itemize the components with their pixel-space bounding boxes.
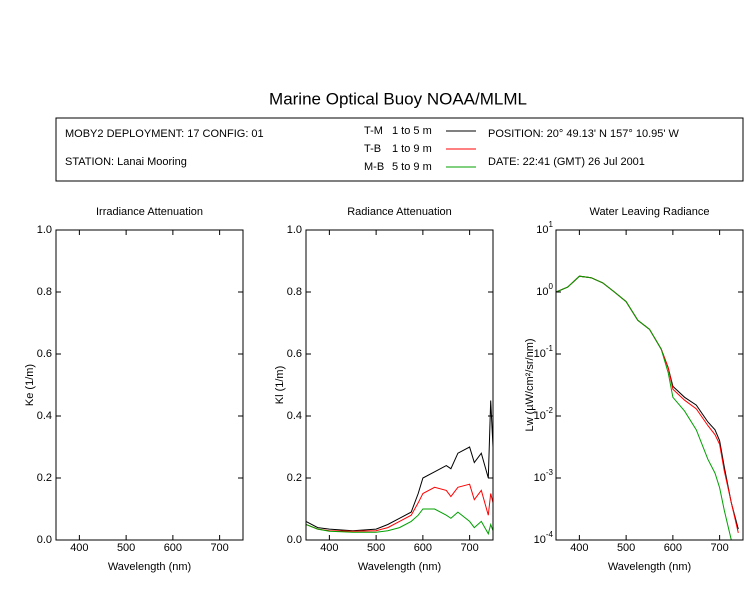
- y-axis-label: Kl (1/m): [274, 366, 286, 405]
- station: STATION: Lanai Mooring: [65, 156, 187, 168]
- info-box: [55, 117, 744, 182]
- plot-frame: [555, 229, 744, 541]
- y-tick-label: 0.8: [37, 286, 52, 298]
- y-tick-exponent: 1: [549, 220, 554, 229]
- y-tick-label: 0.2: [37, 472, 52, 484]
- x-axis-label: Wavelength (nm): [358, 561, 441, 573]
- y-tick-label: 10-2: [534, 406, 554, 422]
- y-tick-exponent: 0: [549, 282, 554, 291]
- position: POSITION: 20° 49.13' N 157° 10.95' W: [488, 128, 680, 140]
- plot-frame: [55, 229, 244, 541]
- y-tick-label: 0.8: [287, 286, 302, 298]
- legend-name: M-B: [364, 161, 384, 173]
- x-tick-label: 600: [414, 542, 432, 554]
- y-tick-label: 10-4: [534, 530, 554, 546]
- deployment: MOBY2 DEPLOYMENT: 17 CONFIG: 01: [65, 128, 264, 140]
- series-line: [556, 275, 739, 534]
- chart: Radiance Attenuation Wavelength (nm) Kl (1…: [274, 206, 494, 573]
- y-tick-label: 1.0: [37, 224, 52, 236]
- x-tick-label: 400: [570, 542, 588, 554]
- y-tick-label: 0.4: [37, 410, 52, 422]
- legend-depth: 5 to 9 m: [392, 161, 432, 173]
- y-tick-label: 0.6: [287, 348, 302, 360]
- legend-name: T-B: [364, 143, 381, 155]
- y-tick-base: 10: [534, 472, 546, 484]
- y-axis-label: Lw (µW/cm²/sr/nm): [524, 338, 536, 431]
- y-tick-base: 10: [536, 286, 548, 298]
- y-tick-base: 10: [534, 410, 546, 422]
- y-tick-base: 10: [536, 224, 548, 236]
- y-tick-exponent: -3: [546, 468, 554, 477]
- series-line: [306, 400, 493, 532]
- x-tick-label: 500: [117, 542, 135, 554]
- y-tick-base: 10: [534, 534, 546, 546]
- y-tick-label: 0.4: [287, 410, 302, 422]
- x-tick-label: 600: [164, 542, 182, 554]
- chart: Irradiance Attenuation Wavelength (nm) Ke …: [24, 206, 244, 573]
- series-line: [306, 508, 493, 536]
- x-axis-label: Wavelength (nm): [108, 561, 191, 573]
- y-tick-exponent: -4: [546, 530, 554, 539]
- x-tick-label: 700: [210, 542, 228, 554]
- series-line: [556, 275, 739, 530]
- x-tick-label: 500: [617, 542, 635, 554]
- date: DATE: 22:41 (GMT) 26 Jul 2001: [488, 156, 645, 168]
- y-tick-label: 10-1: [534, 344, 554, 360]
- x-tick-label: 700: [710, 542, 728, 554]
- y-tick-label: 0.0: [287, 534, 302, 546]
- legend-name: T-M: [364, 125, 383, 137]
- series-line: [556, 275, 732, 540]
- chart: Water Leaving Radiance Wavelength (nm) Lw …: [524, 206, 744, 573]
- y-tick-label: 1.0: [287, 224, 302, 236]
- series-line: [306, 483, 493, 532]
- x-tick-label: 400: [320, 542, 338, 554]
- x-tick-label: 600: [664, 542, 682, 554]
- main-title: Marine Optical Buoy NOAA/MLML: [269, 89, 527, 108]
- y-tick-label: 0.2: [287, 472, 302, 484]
- x-tick-label: 500: [367, 542, 385, 554]
- y-tick-label: 0.6: [37, 348, 52, 360]
- chart-title: Water Leaving Radiance: [589, 206, 709, 218]
- y-tick-label: 100: [536, 282, 553, 298]
- y-tick-exponent: -2: [546, 406, 554, 415]
- x-axis-label: Wavelength (nm): [608, 561, 691, 573]
- y-tick-base: 10: [534, 348, 546, 360]
- chart-title: Irradiance Attenuation: [96, 206, 203, 218]
- legend-depth: 1 to 9 m: [392, 143, 432, 155]
- y-tick-label: 0.0: [37, 534, 52, 546]
- chart-title: Radiance Attenuation: [347, 206, 452, 218]
- legend-depth: 1 to 5 m: [392, 125, 432, 137]
- legend: T-M 1 to 5 m T-B 1 to 9 m M-B 5 to 9 m: [364, 125, 476, 173]
- y-tick-label: 10-3: [534, 468, 554, 484]
- y-tick-label: 101: [536, 220, 553, 236]
- y-axis-label: Ke (1/m): [24, 364, 36, 406]
- plot-frame: [305, 229, 494, 541]
- x-tick-label: 700: [460, 542, 478, 554]
- y-tick-exponent: -1: [546, 344, 554, 353]
- x-tick-label: 400: [70, 542, 88, 554]
